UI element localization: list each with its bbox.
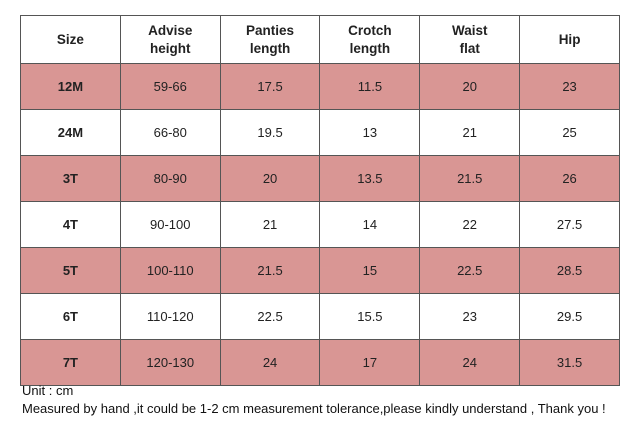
table-row: 6T 110-120 22.5 15.5 23 29.5 (20, 293, 620, 340)
value-cell: 90-100 (119, 201, 221, 248)
value-cell: 25 (519, 109, 620, 156)
value-cell: 24 (219, 339, 321, 386)
value-cell: 21 (419, 109, 521, 156)
value-cell: 24 (419, 339, 521, 386)
value-cell: 15 (319, 247, 421, 294)
size-cell: 6T (20, 293, 121, 340)
table-row: 3T 80-90 20 13.5 21.5 26 (20, 155, 620, 202)
value-cell: 120-130 (119, 339, 221, 386)
value-cell: 110-120 (119, 293, 221, 340)
header-cell: Advise height (119, 15, 221, 64)
value-cell: 27.5 (519, 201, 620, 248)
value-cell: 13.5 (319, 155, 421, 202)
notes: Unit : cm Measured by hand ,it could be … (22, 382, 606, 418)
header-cell: Panties length (219, 15, 321, 64)
value-cell: 66-80 (119, 109, 221, 156)
size-cell: 3T (20, 155, 121, 202)
value-cell: 14 (319, 201, 421, 248)
value-cell: 23 (419, 293, 521, 340)
value-cell: 20 (219, 155, 321, 202)
size-cell: 7T (20, 339, 121, 386)
value-cell: 21.5 (419, 155, 521, 202)
value-cell: 22.5 (219, 293, 321, 340)
value-cell: 22 (419, 201, 521, 248)
value-cell: 23 (519, 63, 620, 110)
table-row: 4T 90-100 21 14 22 27.5 (20, 201, 620, 248)
size-cell: 12M (20, 63, 121, 110)
table-row: 5T 100-110 21.5 15 22.5 28.5 (20, 247, 620, 294)
value-cell: 17 (319, 339, 421, 386)
header-cell: Waist flat (419, 15, 521, 64)
value-cell: 15.5 (319, 293, 421, 340)
size-cell: 4T (20, 201, 121, 248)
value-cell: 28.5 (519, 247, 620, 294)
header-cell: Crotch length (319, 15, 421, 64)
size-cell: 5T (20, 247, 121, 294)
header-cell: Size (20, 15, 121, 64)
unit-note: Unit : cm (22, 383, 74, 398)
value-cell: 19.5 (219, 109, 321, 156)
value-cell: 100-110 (119, 247, 221, 294)
value-cell: 21 (219, 201, 321, 248)
value-cell: 11.5 (319, 63, 421, 110)
table-row: 7T 120-130 24 17 24 31.5 (20, 339, 620, 386)
value-cell: 13 (319, 109, 421, 156)
tolerance-note: Measured by hand ,it could be 1-2 cm mea… (22, 401, 606, 416)
value-cell: 22.5 (419, 247, 521, 294)
size-table: Size Advise height Panties length Crotch le… (20, 15, 620, 386)
value-cell: 21.5 (219, 247, 321, 294)
value-cell: 80-90 (119, 155, 221, 202)
table-row: 12M 59-66 17.5 11.5 20 23 (20, 63, 620, 110)
table-body: 12M 59-66 17.5 11.5 20 23 24M 66-80 19.5 13 21 25 3T… (20, 63, 620, 386)
value-cell: 59-66 (119, 63, 221, 110)
value-cell: 20 (419, 63, 521, 110)
value-cell: 26 (519, 155, 620, 202)
table-row: 24M 66-80 19.5 13 21 25 (20, 109, 620, 156)
size-cell: 24M (20, 109, 121, 156)
value-cell: 29.5 (519, 293, 620, 340)
header-cell: Hip (519, 15, 620, 64)
value-cell: 31.5 (519, 339, 620, 386)
value-cell: 17.5 (219, 63, 321, 110)
header-row: Size Advise height Panties length Crotch le… (20, 15, 620, 64)
